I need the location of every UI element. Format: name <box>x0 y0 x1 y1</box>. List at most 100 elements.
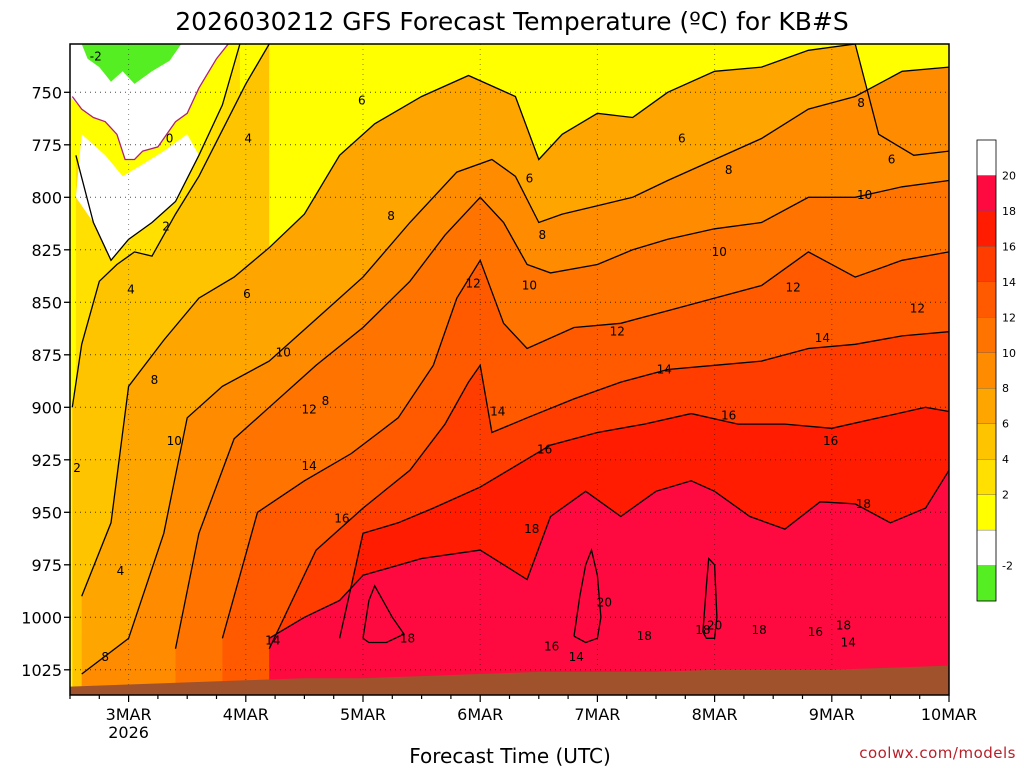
legend-label: 2 <box>1002 489 1009 502</box>
credit-link[interactable]: coolwx.com/models <box>859 744 1016 762</box>
y-tick-label: 1025 <box>21 661 62 680</box>
contour-label: 20 <box>707 619 722 633</box>
temp-band-20 <box>363 585 404 643</box>
y-tick-label: 950 <box>31 503 62 522</box>
isotherm-20 <box>362 584 405 644</box>
y-tick-label: 925 <box>31 451 62 470</box>
contour-label: 16 <box>808 625 823 639</box>
isotherm-6 <box>81 44 949 597</box>
x-tick-label: 4MAR <box>223 705 269 724</box>
legend-swatch <box>976 423 997 460</box>
x-tick-year: 2026 <box>108 723 149 742</box>
legend-swatch <box>976 281 997 318</box>
contour-label: 12 <box>610 325 625 339</box>
contour-labels: -2 0 2 2 4 4 4 6 6 6 6 6 8 8 8 8 8 8 8 10 10 10 10 10 12 12 12 12 12… <box>73 50 925 665</box>
x-tick-label: 5MAR <box>340 705 386 724</box>
contour-label: 18 <box>637 629 652 643</box>
contour-label: 4 <box>127 283 135 297</box>
x-tick-label: 3MAR <box>106 705 152 724</box>
contour-label: 4 <box>117 564 125 578</box>
contour-label: 18 <box>524 522 539 536</box>
isotherm-2 <box>75 44 241 262</box>
y-tick-label: 750 <box>31 83 62 102</box>
contour-label: 10 <box>167 434 182 448</box>
legend-swatch <box>976 317 997 353</box>
contour-label: 6 <box>243 287 251 301</box>
legend-frame <box>976 139 997 602</box>
contour-label: 14 <box>657 363 672 377</box>
contour-label: 12 <box>785 281 800 295</box>
legend-label: 10 <box>1002 347 1016 360</box>
isotherm-0 <box>71 44 229 161</box>
contour-label: 16 <box>537 442 552 456</box>
y-tick-label: 875 <box>31 346 62 365</box>
contour-label: 20 <box>597 596 612 610</box>
y-tick-label: 975 <box>31 556 62 575</box>
contour-label: 14 <box>301 459 316 473</box>
y-tick-label: 1000 <box>21 608 62 627</box>
contour-label: 4 <box>244 132 252 146</box>
contour-label: 18 <box>695 623 710 637</box>
contour-label: 8 <box>101 650 109 664</box>
contour-label: 14 <box>815 331 830 345</box>
contour-label: 14 <box>841 636 856 650</box>
y-tick-label: 900 <box>31 398 62 417</box>
isotherm-16 <box>338 406 949 639</box>
temp-band-0-2 <box>75 134 199 261</box>
contour-label: 14 <box>265 633 280 647</box>
temp-band-20 <box>574 550 601 643</box>
contour-label: 12 <box>301 402 316 416</box>
contour-label: 18 <box>400 631 415 645</box>
contour-label: 8 <box>725 163 733 177</box>
legend-swatch <box>976 494 997 531</box>
y-tick-label: 775 <box>31 136 62 155</box>
contour-label: 10 <box>712 245 727 259</box>
legend-swatch <box>976 352 997 389</box>
contour-label: -2 <box>90 50 102 64</box>
contour-label: 6 <box>888 153 896 167</box>
contour-label: 2 <box>73 461 81 475</box>
isotherm-20 <box>702 556 718 639</box>
terrain-ground <box>70 665 949 695</box>
contour-label: 10 <box>522 279 537 293</box>
legend-label: 14 <box>1002 276 1016 289</box>
legend-label: 20 <box>1002 169 1016 182</box>
x-tick-label: 6MAR <box>457 705 503 724</box>
contour-label: 6 <box>358 94 366 108</box>
legend-label: 18 <box>1002 205 1016 218</box>
grid-lines <box>70 44 949 695</box>
contour-label: 8 <box>387 209 395 223</box>
contour-label: 16 <box>823 434 838 448</box>
plot-area: -2 0 2 2 4 4 4 6 6 6 6 6 8 8 8 8 8 8 8 10 10 10 10 10 12 12 12 12 12… <box>70 44 949 695</box>
legend-label: 6 <box>1002 418 1009 431</box>
legend-swatch <box>976 388 997 424</box>
temperature-bands <box>70 44 949 695</box>
contour-label: 8 <box>322 394 330 408</box>
contour-label: 6 <box>678 132 686 146</box>
legend-label: -2 <box>1002 560 1013 573</box>
temp-band-below-minus2 <box>81 44 182 84</box>
isotherm-12 <box>221 251 949 639</box>
isotherm-8 <box>81 66 949 675</box>
y-tick-label: 800 <box>31 188 62 207</box>
contour-label: 8 <box>857 96 865 110</box>
contour-label: 0 <box>166 132 174 146</box>
contour-label: 12 <box>910 302 925 316</box>
contour-label: 8 <box>538 228 546 242</box>
x-tick-label: 8MAR <box>692 705 738 724</box>
legend-label: 16 <box>1002 240 1016 253</box>
isotherm-10 <box>174 179 949 649</box>
y-axis: 750 775 800 825 850 875 900 925 950 975 1000 1025 <box>21 83 70 680</box>
color-legend: -2 2 4 6 8 10 12 14 16 18 20 <box>976 139 1016 602</box>
contour-label: 18 <box>751 623 766 637</box>
terrain-fill <box>70 665 949 695</box>
y-tick-label: 825 <box>31 241 62 260</box>
contour-label: 16 <box>334 512 349 526</box>
isotherm-14 <box>268 331 949 650</box>
legend-label: 12 <box>1002 311 1016 324</box>
contour-label: 10 <box>857 188 872 202</box>
contour-label: 6 <box>526 171 534 185</box>
contour-label: 8 <box>151 373 159 387</box>
contour-label: 16 <box>544 640 559 654</box>
